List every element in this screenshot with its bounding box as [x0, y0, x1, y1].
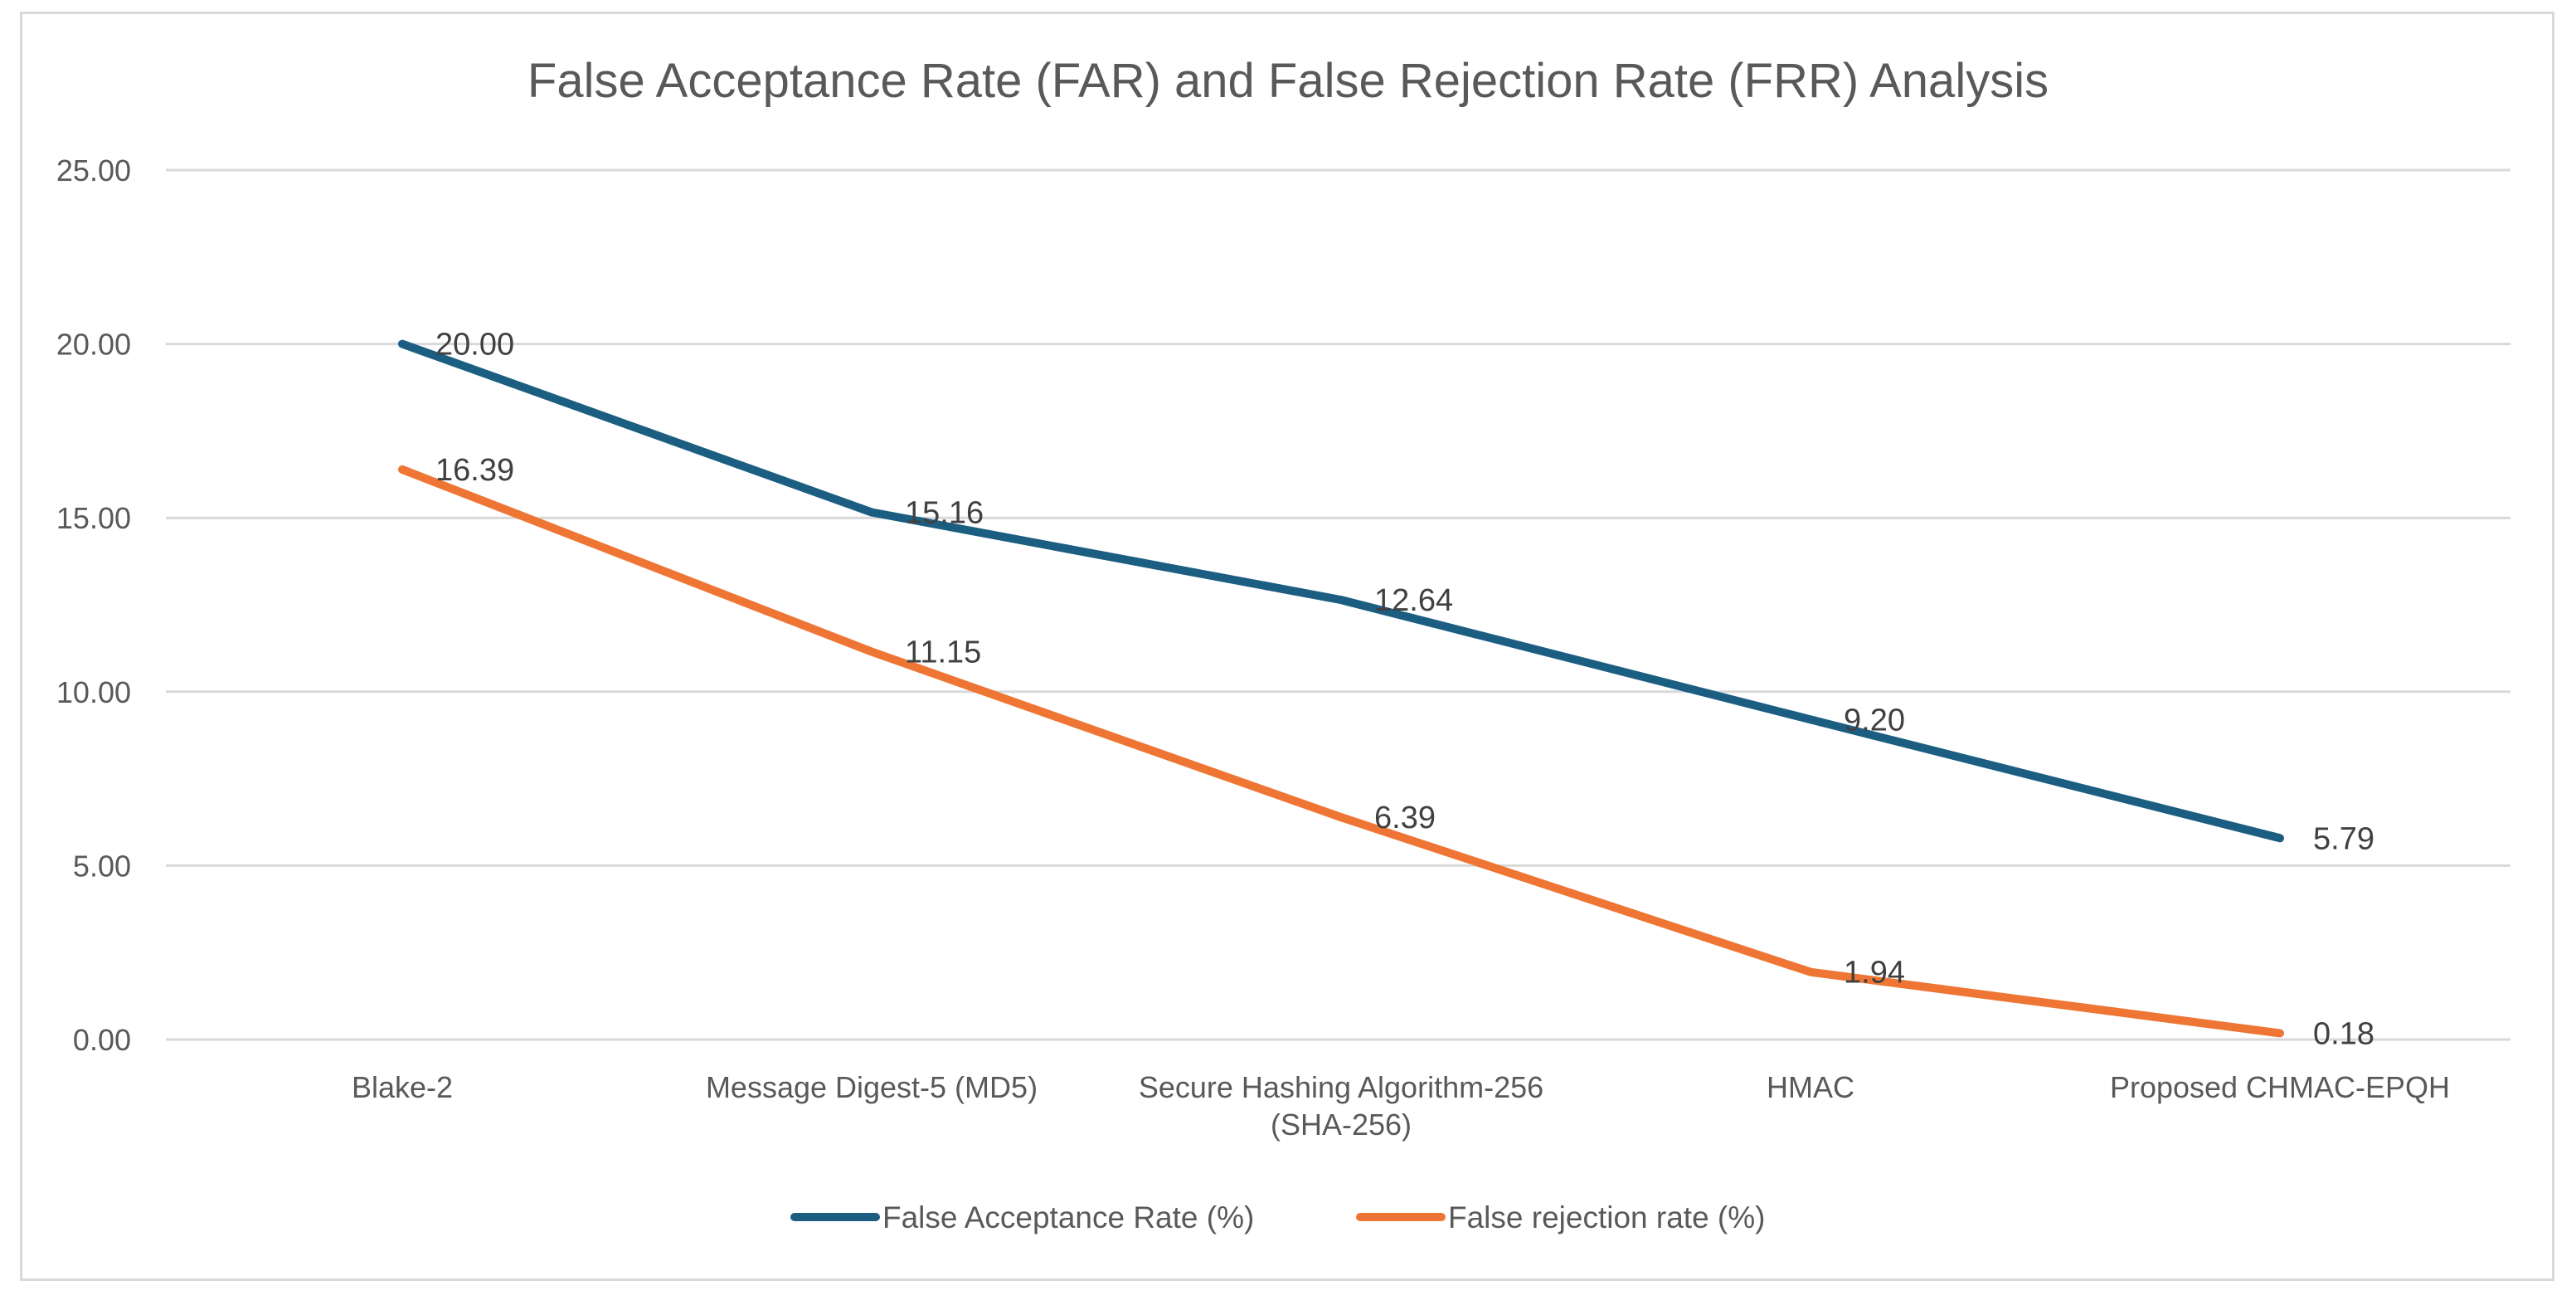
x-tick-label: Message Digest-5 (MD5) [706, 1070, 1038, 1104]
data-label: 5.79 [2313, 821, 2374, 856]
x-tick-label: Secure Hashing Algorithm-256 [1139, 1070, 1543, 1104]
y-tick-label: 0.00 [73, 1023, 131, 1057]
legend-label: False Acceptance Rate (%) [882, 1200, 1254, 1234]
x-tick-label: Blake-2 [352, 1070, 453, 1104]
legend-label: False rejection rate (%) [1448, 1200, 1765, 1234]
data-label: 11.15 [905, 635, 981, 670]
chart-title: False Acceptance Rate (FAR) and False Re… [527, 54, 2049, 108]
data-label: 1.94 [1844, 956, 1905, 991]
chart-frame [20, 12, 2554, 1281]
y-tick-label: 20.00 [56, 328, 131, 362]
x-axis-ticks: Blake-2 Message Digest-5 (MD5) Secure Hash… [352, 1070, 2450, 1142]
data-label: 12.64 [1374, 583, 1453, 618]
y-tick-label: 15.00 [56, 501, 131, 535]
data-label: 16.39 [435, 453, 514, 488]
grid-layer [166, 168, 2510, 1041]
series-line-1 [398, 465, 2284, 1038]
data-label: 9.20 [1844, 703, 1905, 738]
series-line-0 [398, 339, 2284, 843]
x-tick-label: Proposed CHMAC-EPQH [2110, 1070, 2450, 1104]
y-tick-label: 5.00 [73, 849, 131, 883]
x-tick-label: HMAC [1767, 1070, 1854, 1104]
data-label: 6.39 [1374, 801, 1436, 835]
legend: False Acceptance Rate (%) False rejection… [790, 1200, 1765, 1234]
data-label: 20.00 [435, 328, 514, 363]
y-tick-label: 25.00 [56, 153, 131, 187]
x-tick-label: (SHA-256) [1271, 1108, 1412, 1142]
y-tick-label: 10.00 [56, 675, 131, 709]
data-labels: 20.00 15.16 12.64 9.20 5.79 16.39 11.15 6.39 1.9… [435, 328, 2374, 1052]
series-layer [398, 339, 2284, 1038]
data-label: 15.16 [905, 495, 984, 530]
data-label: 0.18 [2313, 1016, 2374, 1051]
y-axis-ticks: 0.00 5.00 10.00 15.00 20.00 25.00 [56, 153, 131, 1057]
